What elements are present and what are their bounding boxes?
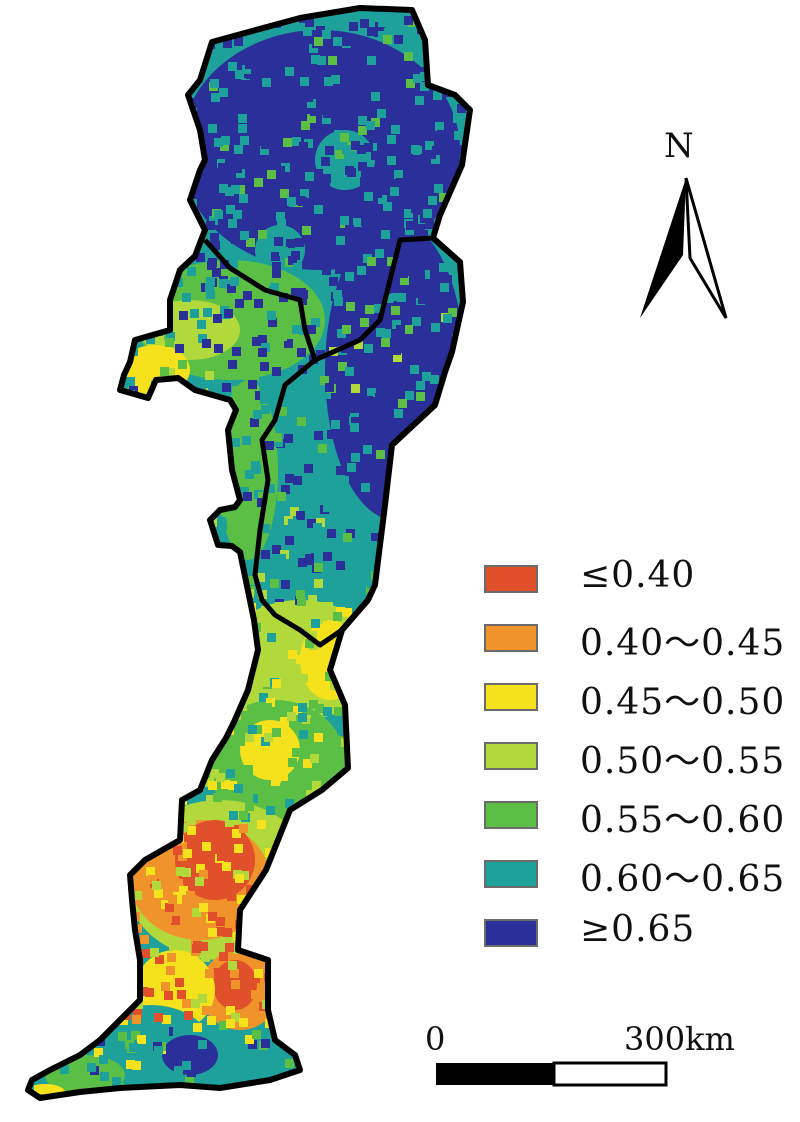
legend-label: 0.45～0.50 — [580, 682, 786, 723]
legend-swatch — [484, 565, 538, 593]
legend-swatch — [484, 860, 538, 888]
legend-label: 0.55～0.60 — [580, 800, 786, 841]
internal-boundary-1 — [203, 235, 434, 363]
legend-label: 0.60～0.65 — [580, 859, 786, 900]
legend-label: ≥0.65 — [580, 909, 696, 950]
north-label: N — [664, 126, 694, 166]
north-arrow-icon — [640, 177, 728, 319]
legend-swatch — [484, 624, 538, 652]
legend-swatch — [484, 683, 538, 711]
legend-label: 0.40～0.45 — [580, 623, 786, 664]
internal-boundary-2 — [252, 358, 344, 648]
scale-end-label: 300km — [624, 1020, 735, 1058]
legend-swatch — [484, 742, 538, 770]
scale-start-label: 0 — [425, 1020, 446, 1058]
legend-label: ≤0.40 — [580, 555, 696, 596]
legend-label: 0.50～0.55 — [580, 741, 786, 782]
legend-swatch — [484, 919, 538, 947]
scale-bar — [436, 1061, 668, 1087]
legend-swatch — [484, 801, 538, 829]
